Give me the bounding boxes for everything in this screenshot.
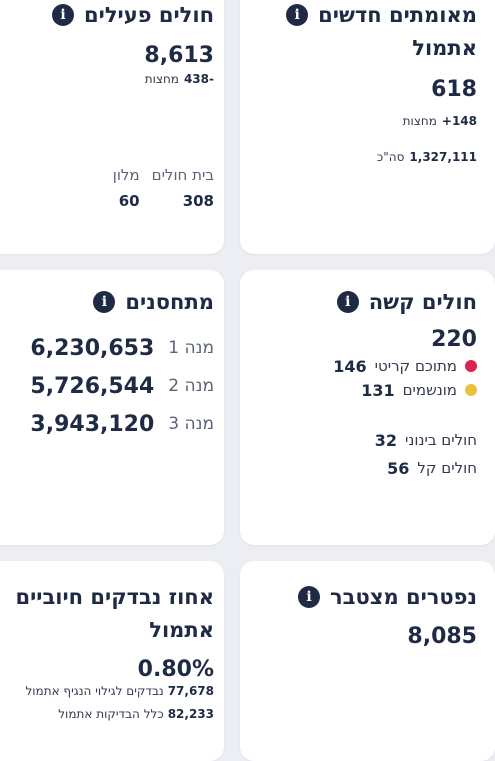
hospital-column: בית חולים 308 [152,166,214,210]
moderate-value: 32 [374,430,398,450]
card-new-confirmed: מאומתים חדשים i אתמול 618 148+ מחצות 1,3… [240,0,495,254]
deceased-title-text: נפטרים מצטבר [330,585,477,609]
ventilated-dot [465,384,477,396]
active-patients-midnight: -438 מחצות [0,72,214,86]
deceased-value: 8,085 [407,624,477,649]
tested-value: 77,678 [167,684,214,698]
ventilated-label: מונשמים [402,381,457,399]
new-confirmed-total: 1,327,111 סה"כ [240,150,477,164]
all-tests-label: כלל הבדיקות אתמול [58,707,164,721]
severe-title: חולים קשה i [240,287,477,317]
hotel-column: מלון 60 [113,166,140,210]
active-patients-midnight-label: מחצות [144,72,179,86]
dose-value: 5,726,544 [30,373,155,399]
dose-row: מנה 1 6,230,653 [0,329,214,367]
new-confirmed-total-label: סה"כ [376,150,405,164]
card-vaccinated: מתחסנים i מנה 1 6,230,653 מנה 2 5,726,54… [0,270,224,545]
card-deceased: נפטרים מצטבר i 8,085 [240,561,495,761]
dose-label: מנה 2 [168,376,214,396]
info-icon[interactable]: i [52,4,75,26]
dose-value: 3,943,120 [30,411,155,437]
new-confirmed-midnight-label: מחצות [402,114,437,128]
info-icon[interactable]: i [286,4,309,26]
active-patients-title-text: חולים פעילים [84,3,214,27]
mild-row: חולים קל 56 [240,456,477,480]
dose-label: מנה 3 [168,414,214,434]
new-confirmed-title: מאומתים חדשים i [240,0,477,30]
vaccinated-title: מתחסנים i [0,287,214,317]
severe-value: 220 [431,327,477,352]
dose-row: מנה 2 5,726,544 [0,367,214,405]
hospital-label: בית חולים [151,166,214,184]
tested-row: 77,678 נבדקים לגילוי הנגיף אתמול [0,684,214,698]
card-severe-patients: חולים קשה i 220 מתוכם קריטי 146 מונשמים … [240,270,495,545]
ventilated-row: מונשמים 131 [240,378,477,402]
hotel-value: 60 [118,192,140,210]
hotel-label: מלון [112,166,140,184]
critical-value: 146 [333,356,367,376]
all-tests-value: 82,233 [167,707,214,721]
dose-label: מנה 1 [168,338,214,358]
vaccinated-title-text: מתחסנים [125,290,214,314]
new-confirmed-total-value: 1,327,111 [409,150,477,164]
active-patients-breakdown: בית חולים 308 מלון 60 [0,166,214,210]
dose-list: מנה 1 6,230,653 מנה 2 5,726,544 מנה 3 3,… [0,329,214,443]
critical-label: מתוכם קריטי [374,357,457,375]
dose-value: 6,230,653 [30,335,155,361]
card-positive-rate: אחוז נבדקים חיוביים אתמול 0.80% 77,678 נ… [0,561,224,761]
mild-value: 56 [387,458,410,478]
all-tests-row: 82,233 כלל הבדיקות אתמול [0,707,214,721]
deceased-title: נפטרים מצטבר i [240,582,477,612]
active-patients-value: 8,613 [144,43,214,68]
new-confirmed-title-line2: אתמול [412,36,477,60]
info-icon[interactable]: i [93,291,116,313]
moderate-row: חולים בינוני 32 [240,428,477,452]
info-icon[interactable]: i [298,586,321,608]
severe-title-text: חולים קשה [368,290,477,314]
tested-label: נבדקים לגילוי הנגיף אתמול [25,684,164,698]
mild-label: חולים קל [417,459,477,477]
critical-row: מתוכם קריטי 146 [240,354,477,378]
positive-rate-value: 0.80% [137,657,214,682]
active-patients-title: חולים פעילים i [0,0,214,30]
hospital-value: 308 [182,192,214,210]
dose-row: מנה 3 3,943,120 [0,405,214,443]
ventilated-value: 131 [361,380,395,400]
new-confirmed-midnight-delta: 148+ [441,114,477,128]
positive-rate-title-line2: אתמול [149,618,214,642]
active-patients-midnight-delta: -438 [183,72,214,86]
new-confirmed-value: 618 [431,77,477,102]
moderate-label: חולים בינוני [405,431,477,449]
info-icon[interactable]: i [336,291,359,313]
positive-rate-title-line1: אחוז נבדקים חיוביים [15,585,214,609]
new-confirmed-midnight: 148+ מחצות [240,114,477,128]
critical-dot [465,360,477,372]
new-confirmed-title-line1: מאומתים חדשים [318,3,477,27]
card-active-patients: חולים פעילים i 8,613 -438 מחצות בית חולי… [0,0,224,254]
